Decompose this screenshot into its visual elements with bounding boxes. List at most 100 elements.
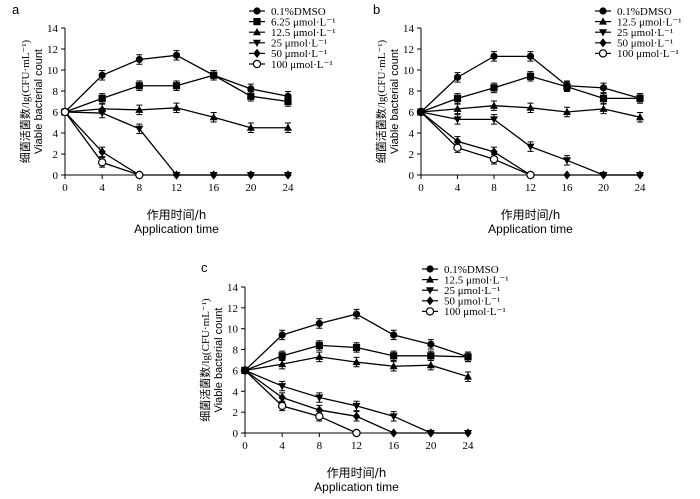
data-point [98,94,106,102]
x-tick-label: 12 [351,440,362,452]
y-axis-title-cn: 细菌活菌数/lg(CFU·mL⁻¹) [199,298,212,422]
legend-entry: 12.5 μmol·L⁻¹ [249,27,336,39]
y-tick-label: 4 [409,128,415,140]
panel-label: c [201,260,208,275]
data-point [453,136,462,146]
data-point [172,51,181,59]
data-point [210,170,218,180]
y-tick-label: 0 [53,170,59,182]
series-line [64,111,288,176]
legend-entry: 100 μmol·L⁻¹ [249,59,333,71]
y-axis-title-en: Viable bacterial count [213,308,225,413]
data-point [352,310,361,318]
legend-marker [253,28,261,36]
chart-panel-c: c0 4 8 12 16 20 2402468101214作用时间/hApplication… [199,260,509,494]
legend-entry: 6.25 μmol·L⁻¹ [249,16,336,28]
data-point [284,123,292,131]
legend-label: 0.1%DMSO [444,264,499,276]
legend-entry: 50 μmol·L⁻¹ [249,48,327,60]
y-axis-title-en: Viable bacterial count [389,49,401,154]
x-tick-label: 20 [245,182,257,194]
legend-marker [599,17,607,25]
legend-entry: 50 μmol·L⁻¹ [595,38,673,50]
chart-panel-a: a0 4 8 12 16 20 2402468101214作用时间/hApplication… [12,2,336,236]
x-tick-label: 24 [463,440,475,452]
data-point [526,103,535,111]
data-point [599,170,608,180]
x-tick-label: 8 [491,182,497,194]
legend-label: 12.5 μmol·L⁻¹ [271,27,336,39]
data-point [315,341,323,349]
data-point [390,352,398,360]
series-25 μmol·L⁻¹ [61,107,292,180]
x-axis-title-cn: 作用时间/h [327,466,387,480]
data-point [352,343,361,352]
x-tick-label: 16 [388,440,400,452]
data-point [464,372,472,380]
data-point [490,52,498,60]
data-point [98,71,106,79]
y-tick-label: 0 [233,428,239,440]
data-point [135,105,144,113]
data-point [426,361,435,369]
y-tick-label: 0 [409,170,415,182]
legend-entry: 0.1%DMSO [595,6,672,18]
legend-label: 12.5 μmol·L⁻¹ [617,16,682,28]
y-tick-label: 2 [233,407,239,419]
y-tick-label: 4 [233,386,239,398]
data-point [490,101,498,109]
legend-entry: 25 μmol·L⁻¹ [422,285,500,297]
series-12.5 μmol·L⁻¹ [417,100,644,123]
legend-marker [599,29,607,37]
data-point [427,428,435,438]
data-point [490,116,498,124]
data-point [135,55,143,64]
data-point [315,319,323,328]
legend-label: 0.1%DMSO [271,6,326,18]
x-tick-label: 8 [137,182,143,194]
series-100 μmol·L⁻¹ [240,366,361,438]
data-point [453,116,462,124]
x-tick-label: 16 [208,182,220,194]
data-point [284,170,292,180]
data-point [352,428,361,438]
legend-entry: 0.1%DMSO [249,6,326,18]
legend-marker [252,59,262,69]
series-25 μmol·L⁻¹ [241,367,472,438]
series-50 μmol·L⁻¹ [61,107,292,180]
y-tick-label: 10 [403,65,415,77]
data-point [241,366,249,375]
x-tick-label: 16 [562,182,574,194]
legend-label: 50 μmol·L⁻¹ [617,38,673,50]
data-point [284,97,292,106]
data-point [247,170,255,180]
series-line [420,111,531,176]
y-tick-label: 8 [233,345,239,357]
y-axis-title-cn: 细菌活菌数/lg(CFU·mL⁻¹) [375,39,388,163]
y-tick-label: 2 [53,149,59,161]
data-point [315,405,323,415]
data-point [135,170,144,180]
legend-label: 100 μmol·L⁻¹ [444,306,506,318]
data-point [417,108,425,116]
data-point [98,110,107,118]
x-tick-label: 20 [425,440,437,452]
x-tick-label: 4 [279,440,285,452]
y-tick-label: 14 [47,23,59,35]
legend-marker [425,307,435,316]
data-point [172,170,181,180]
legend-marker [599,7,607,15]
data-point [453,143,462,152]
legend-entry: 12.5 μmol·L⁻¹ [595,16,682,28]
y-tick-label: 8 [53,86,59,98]
data-point [599,84,608,92]
y-tick-label: 12 [403,44,414,56]
y-tick-label: 12 [47,44,58,56]
legend-label: 25 μmol·L⁻¹ [444,285,500,297]
data-point [526,143,535,151]
data-point [526,52,535,60]
x-tick-label: 0 [62,182,68,194]
data-point [389,362,398,370]
data-point [489,155,499,164]
